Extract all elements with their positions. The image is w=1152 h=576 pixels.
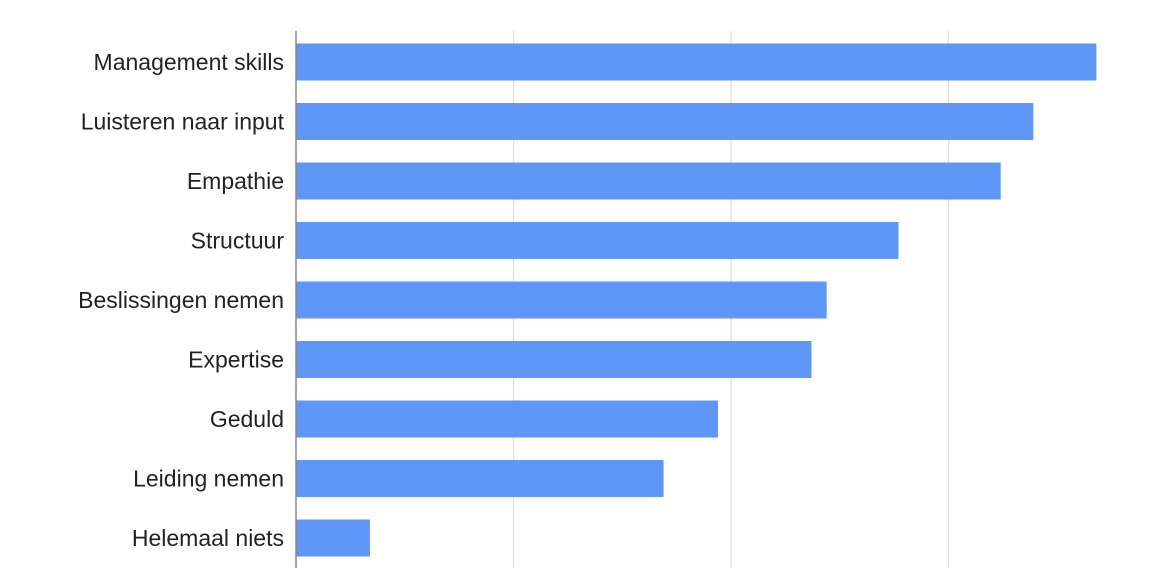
category-label: Geduld	[210, 406, 284, 432]
bar	[296, 400, 718, 438]
bar	[296, 460, 664, 497]
category-label: Expertise	[188, 347, 284, 373]
bar	[296, 341, 812, 378]
category-label: Leiding nemen	[133, 466, 284, 492]
bar	[296, 222, 899, 259]
category-label: Luisteren naar input	[81, 109, 285, 135]
category-label: Empathie	[187, 168, 284, 194]
category-label: Structuur	[191, 228, 285, 254]
category-label: Management skills	[94, 49, 284, 75]
bar	[296, 162, 1001, 200]
bar	[296, 43, 1097, 81]
category-label: Beslissingen nemen	[78, 287, 284, 313]
category-label: Helemaal niets	[132, 525, 284, 551]
bar	[296, 519, 370, 557]
bar	[296, 103, 1034, 140]
bar	[296, 281, 827, 319]
